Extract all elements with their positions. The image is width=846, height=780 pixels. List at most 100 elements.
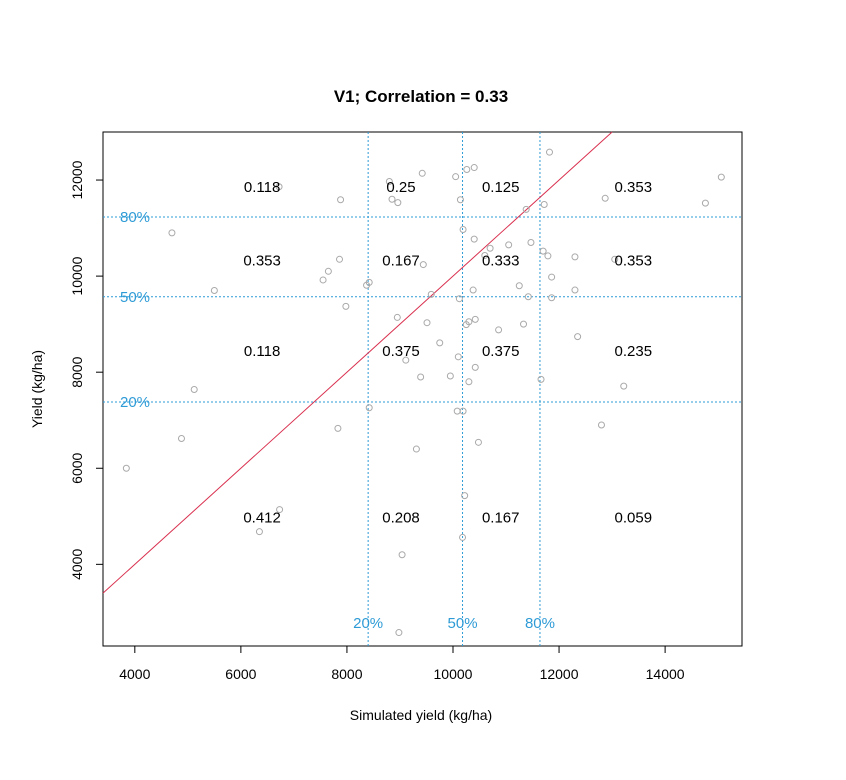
x-tick-label: 8000	[331, 666, 362, 682]
y-tick-label: 10000	[69, 256, 85, 295]
data-point	[540, 201, 548, 209]
data-point	[620, 382, 628, 390]
data-point	[461, 492, 469, 500]
data-point	[319, 276, 327, 284]
diagonal-line	[102, 131, 613, 594]
cell-probability-label: 0.235	[615, 343, 653, 360]
data-point	[463, 165, 471, 173]
quantile-x-label: 50%	[448, 615, 478, 632]
data-point	[459, 407, 467, 415]
cell-probability-label: 0.167	[482, 510, 520, 527]
data-point	[471, 363, 479, 371]
data-point	[454, 353, 462, 361]
quantile-y-label: 50%	[120, 289, 150, 306]
data-point	[275, 183, 283, 191]
data-point	[470, 164, 478, 172]
data-point	[571, 286, 579, 294]
cell-probability-label: 0.25	[386, 179, 415, 196]
data-point	[417, 373, 425, 381]
data-point	[574, 333, 582, 341]
data-point	[537, 375, 545, 383]
cell-probability-label: 0.353	[615, 252, 653, 269]
cell-probability-label: 0.375	[382, 343, 420, 360]
data-point	[452, 173, 460, 181]
data-point	[546, 148, 554, 156]
data-point	[395, 629, 403, 637]
data-point	[427, 290, 435, 298]
y-tick-label: 12000	[69, 160, 85, 199]
x-tick-label: 4000	[119, 666, 150, 682]
y-tick-label: 4000	[69, 549, 85, 580]
data-point	[520, 320, 528, 328]
cell-probability-label: 0.412	[243, 510, 281, 527]
data-point	[402, 356, 410, 364]
data-point	[524, 293, 532, 301]
x-tick-label: 6000	[225, 666, 256, 682]
data-point	[446, 372, 454, 380]
data-point	[418, 169, 426, 177]
quantile-x-label: 20%	[353, 615, 383, 632]
data-point	[527, 238, 535, 246]
y-axis-label: Yield (kg/ha)	[29, 350, 45, 428]
points-layer	[122, 148, 725, 637]
data-point	[210, 287, 218, 295]
cell-labels: 0.118 0.25 0.125 0.353 0.353 0.167 0.333 0.353 0…	[243, 179, 652, 526]
x-axis: 4000 6000 8000 10000 12000 14000	[119, 645, 685, 682]
data-point	[471, 315, 479, 323]
data-point	[255, 528, 263, 536]
quantile-x-label: 80%	[525, 615, 555, 632]
plot-frame	[102, 131, 743, 647]
data-point	[495, 326, 503, 334]
data-point	[177, 434, 185, 442]
data-point	[701, 199, 709, 207]
x-axis-label: Simulated yield (kg/ha)	[350, 707, 492, 723]
data-point	[515, 282, 523, 290]
data-point	[324, 267, 332, 275]
data-point	[365, 404, 373, 412]
quantile-lines: 20% 50% 80% 20% 50% 80%	[103, 132, 742, 646]
data-point	[717, 173, 725, 181]
cell-probability-label: 0.353	[615, 179, 653, 196]
data-point	[419, 261, 427, 269]
data-point	[388, 195, 396, 203]
data-point	[337, 196, 345, 204]
quantile-y-label: 80%	[120, 209, 150, 226]
x-tick-label: 14000	[646, 666, 685, 682]
cell-probability-label: 0.167	[382, 252, 420, 269]
y-axis: 4000 6000 8000 10000 12000	[69, 160, 104, 580]
data-point	[168, 229, 176, 237]
data-point	[365, 278, 373, 286]
data-point	[601, 194, 609, 202]
data-point	[342, 302, 350, 310]
data-point	[412, 445, 420, 453]
data-point	[190, 385, 198, 393]
data-point	[465, 378, 473, 386]
x-tick-label: 12000	[540, 666, 579, 682]
data-point	[456, 196, 464, 204]
data-point	[455, 295, 463, 303]
quantile-y-label: 20%	[120, 394, 150, 411]
data-point	[597, 421, 605, 429]
data-point	[465, 318, 473, 326]
data-point	[505, 241, 513, 249]
x-tick-label: 10000	[434, 666, 473, 682]
data-point	[459, 533, 467, 541]
data-point	[539, 247, 547, 255]
data-point	[334, 424, 342, 432]
data-point	[122, 464, 130, 472]
cell-probability-label: 0.059	[615, 510, 653, 527]
cell-probability-label: 0.375	[482, 343, 520, 360]
data-point	[481, 251, 489, 259]
cell-probability-label: 0.353	[243, 252, 281, 269]
data-point	[423, 319, 431, 327]
cell-probability-label: 0.118	[244, 343, 280, 360]
diagonal-layer	[102, 131, 613, 594]
cell-probability-label: 0.125	[482, 179, 520, 196]
y-tick-label: 8000	[69, 356, 85, 387]
data-point	[436, 339, 444, 347]
cell-probability-label: 0.208	[382, 510, 420, 527]
data-point	[394, 199, 402, 207]
chart-title: V1; Correlation = 0.33	[334, 87, 508, 106]
data-point	[522, 205, 530, 213]
